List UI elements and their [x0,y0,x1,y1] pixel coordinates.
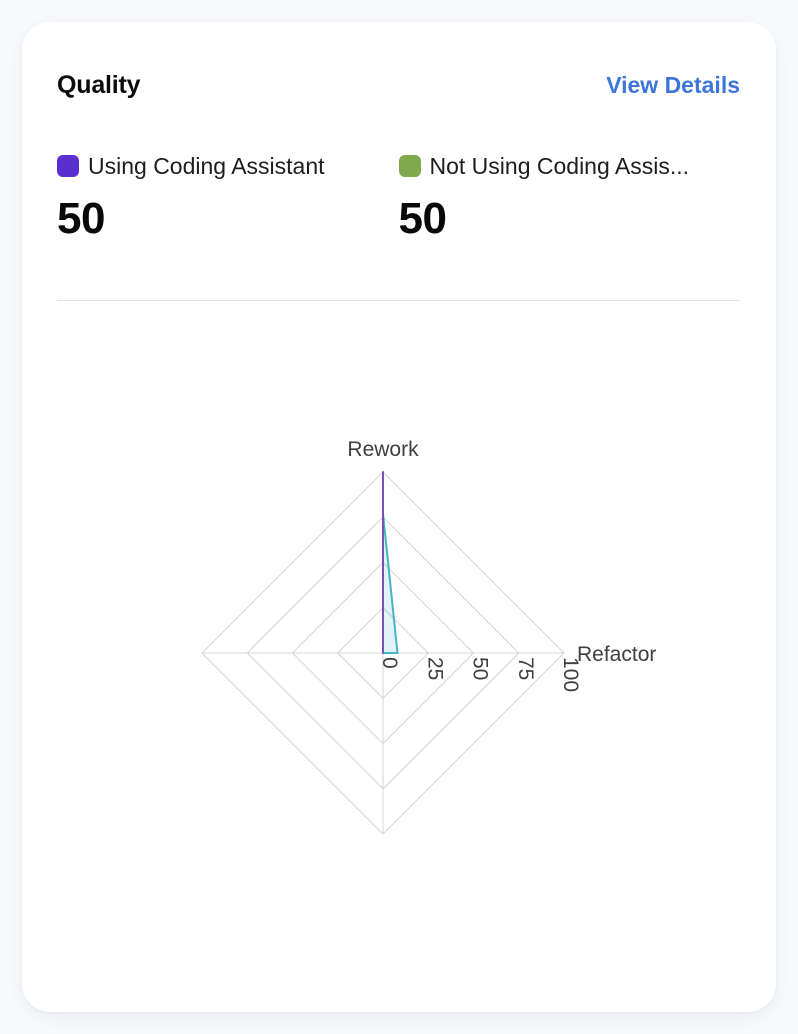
radar-tick-label: 0 [378,657,401,669]
radar-tick-label: 75 [514,657,537,680]
legend-head: Using Coding Assistant [57,153,399,179]
radar-axis-label-refactor: Refactor [577,643,656,666]
legend-swatch-icon [57,155,79,177]
quality-radar-chart: 0 25 50 75 100 Rework Refactor [22,422,776,902]
legend-value: 50 [57,194,105,243]
card-header: Quality View Details [57,71,740,99]
radar-svg: 0 25 50 75 100 Rework Refactor [201,438,656,835]
view-details-link[interactable]: View Details [606,72,740,98]
radar-tick-label: 25 [423,657,446,680]
quality-card: Quality View Details Using Coding Assist… [22,22,776,1012]
radar-axis-label-rework: Rework [347,438,419,461]
legend-swatch-icon [398,155,421,177]
legend-item-not-using-coding-assistant[interactable]: Not Using Coding Assis... 50 [398,153,741,243]
radar-tick-label: 50 [469,657,492,680]
legend-head: Not Using Coding Assis... [398,153,741,179]
card-title: Quality [57,71,141,99]
radar-axis-names: Rework Refactor [347,438,656,666]
legend-value: 50 [398,194,447,243]
radar-tick-label: 100 [559,657,582,692]
chart-legend: Using Coding Assistant 50 Not Using Codi… [57,153,740,243]
legend-label: Not Using Coding Assis... [429,153,690,179]
legend-item-using-coding-assistant[interactable]: Using Coding Assistant 50 [57,153,399,243]
radar-tick-labels: 0 25 50 75 100 [378,657,582,692]
legend-label: Using Coding Assistant [88,153,325,179]
radar-series-1 [382,512,399,654]
divider [57,300,740,301]
